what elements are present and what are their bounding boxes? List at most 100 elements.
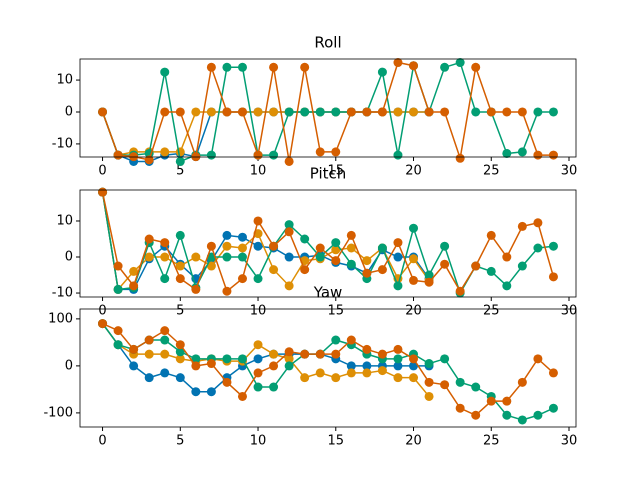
point bbox=[517, 107, 527, 117]
point bbox=[113, 284, 123, 294]
y-tick-label: -100 bbox=[43, 405, 73, 420]
point bbox=[440, 259, 450, 269]
point bbox=[315, 107, 325, 117]
point bbox=[175, 156, 185, 166]
point bbox=[548, 107, 558, 117]
point bbox=[191, 354, 201, 364]
point bbox=[533, 354, 543, 364]
point bbox=[284, 361, 294, 371]
point bbox=[346, 259, 356, 269]
point bbox=[144, 335, 154, 345]
point bbox=[253, 107, 263, 117]
point bbox=[377, 349, 387, 359]
point bbox=[471, 107, 481, 117]
point bbox=[362, 268, 372, 278]
point bbox=[206, 261, 216, 271]
point bbox=[98, 319, 108, 329]
point bbox=[144, 349, 154, 359]
point bbox=[346, 230, 356, 240]
x-tick-label: 0 bbox=[98, 164, 106, 179]
point bbox=[346, 107, 356, 117]
x-tick-label: 25 bbox=[483, 304, 500, 319]
point bbox=[517, 221, 527, 231]
point bbox=[377, 265, 387, 275]
point bbox=[175, 261, 185, 271]
point bbox=[222, 241, 232, 251]
point bbox=[284, 227, 294, 237]
x-tick-label: 5 bbox=[176, 164, 184, 179]
point bbox=[440, 62, 450, 72]
x-tick-label: 10 bbox=[250, 164, 267, 179]
point bbox=[160, 252, 170, 262]
point bbox=[486, 230, 496, 240]
subplot-title: Yaw bbox=[313, 284, 343, 302]
x-tick-label: 25 bbox=[483, 164, 500, 179]
point bbox=[533, 150, 543, 160]
point bbox=[222, 252, 232, 262]
x-tick-label: 10 bbox=[250, 434, 267, 449]
point bbox=[393, 107, 403, 117]
point bbox=[206, 359, 216, 369]
point bbox=[300, 349, 310, 359]
point bbox=[284, 156, 294, 166]
point bbox=[269, 361, 279, 371]
point bbox=[440, 380, 450, 390]
point bbox=[486, 107, 496, 117]
point bbox=[393, 281, 403, 291]
point bbox=[253, 150, 263, 160]
point bbox=[346, 335, 356, 345]
point bbox=[424, 270, 434, 280]
point bbox=[113, 261, 123, 271]
point bbox=[253, 382, 263, 392]
point bbox=[346, 368, 356, 378]
point bbox=[269, 382, 279, 392]
point bbox=[548, 403, 558, 413]
point bbox=[315, 243, 325, 253]
point bbox=[331, 245, 341, 255]
point bbox=[393, 354, 403, 364]
point bbox=[502, 107, 512, 117]
point bbox=[502, 148, 512, 158]
point bbox=[237, 274, 247, 284]
x-tick-label: 30 bbox=[561, 434, 578, 449]
point bbox=[284, 347, 294, 357]
x-tick-label: 15 bbox=[328, 304, 345, 319]
point bbox=[175, 354, 185, 364]
point bbox=[440, 107, 450, 117]
point bbox=[455, 403, 465, 413]
point bbox=[409, 254, 419, 264]
point bbox=[222, 62, 232, 72]
point bbox=[424, 391, 434, 401]
point bbox=[191, 361, 201, 371]
point bbox=[409, 275, 419, 285]
point bbox=[486, 396, 496, 406]
x-tick-label: 15 bbox=[328, 434, 345, 449]
point bbox=[424, 277, 434, 287]
x-tick-label: 20 bbox=[405, 164, 422, 179]
point bbox=[191, 284, 201, 294]
x-tick-label: 30 bbox=[561, 304, 578, 319]
point bbox=[300, 234, 310, 244]
point bbox=[393, 361, 403, 371]
point bbox=[284, 252, 294, 262]
point bbox=[331, 335, 341, 345]
point bbox=[517, 261, 527, 271]
point bbox=[300, 107, 310, 117]
point bbox=[144, 373, 154, 383]
point bbox=[160, 368, 170, 378]
point bbox=[315, 349, 325, 359]
point bbox=[548, 241, 558, 251]
point bbox=[409, 361, 419, 371]
point bbox=[284, 354, 294, 364]
axes-frame bbox=[79, 58, 577, 158]
y-tick-label: 10 bbox=[56, 73, 73, 88]
point bbox=[455, 286, 465, 296]
point bbox=[191, 387, 201, 397]
point bbox=[502, 396, 512, 406]
point bbox=[160, 326, 170, 336]
point bbox=[548, 150, 558, 160]
point bbox=[222, 377, 232, 387]
point bbox=[269, 107, 279, 117]
point bbox=[222, 286, 232, 296]
series-line bbox=[101, 192, 430, 292]
